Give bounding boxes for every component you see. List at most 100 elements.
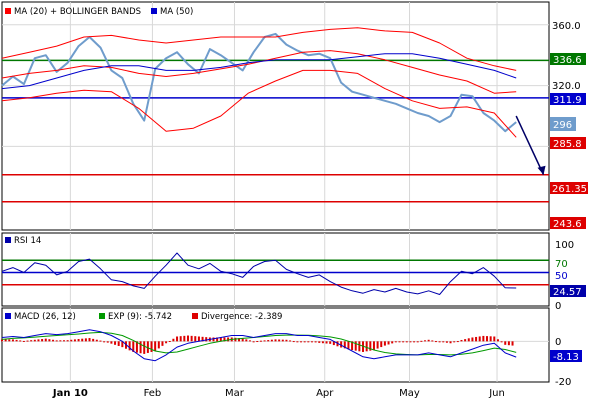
macd-ytick-minus20: -20 xyxy=(555,377,571,388)
divergence-bar xyxy=(376,341,379,349)
x-tick-label: Jun xyxy=(488,388,505,399)
divergence-bar xyxy=(41,339,44,342)
divergence-bar xyxy=(365,341,368,352)
divergence-bar xyxy=(106,341,109,343)
divergence-bar xyxy=(44,338,47,342)
divergence-bar xyxy=(245,339,248,342)
rsi-level-70-label: 70 xyxy=(555,259,568,270)
divergence-bar xyxy=(121,341,124,348)
rsi-ytick-100: 100 xyxy=(555,240,574,251)
divergence-bar xyxy=(351,341,354,351)
divergence-bar xyxy=(190,335,193,342)
divergence-bar xyxy=(77,339,80,342)
divergence-bar xyxy=(8,339,11,342)
divergence-bar xyxy=(95,339,98,342)
divergence-bar xyxy=(402,341,405,343)
divergence-bar xyxy=(263,340,266,342)
rsi-y-axis: 100 70 50 24.57 0 xyxy=(550,240,586,312)
divergence-bar xyxy=(99,340,102,342)
macd-ytick-0: 0 xyxy=(555,337,561,348)
divergence-bar xyxy=(216,337,219,342)
divergence-bar xyxy=(157,341,160,349)
divergence-bar xyxy=(424,340,427,342)
divergence-bar xyxy=(449,341,452,344)
price-level-lines xyxy=(2,59,549,203)
legend-divergence: Divergence: -2.389 xyxy=(201,312,282,322)
series-ma50 xyxy=(1,53,517,90)
divergence-bar xyxy=(380,341,383,348)
divergence-bar xyxy=(212,337,215,342)
divergence-bar xyxy=(11,339,14,342)
divergence-bar xyxy=(197,336,200,342)
divergence-bar xyxy=(135,341,138,353)
divergence-bar xyxy=(325,341,328,344)
x-tick-label: Apr xyxy=(316,388,334,399)
divergence-bar xyxy=(500,341,503,343)
series-macd xyxy=(1,329,517,362)
divergence-bar xyxy=(238,338,241,342)
blue-square-icon xyxy=(151,8,157,14)
divergence-bar xyxy=(33,339,36,342)
divergence-bar xyxy=(504,341,507,345)
divergence-bar xyxy=(307,341,310,343)
divergence-bar xyxy=(219,337,222,342)
target-arrow-line xyxy=(515,115,545,176)
divergence-bar xyxy=(329,341,332,344)
divergence-bar xyxy=(434,341,437,343)
divergence-bar xyxy=(248,340,251,342)
divergence-bar xyxy=(252,341,255,343)
macd-last-label: -8.13 xyxy=(553,352,579,363)
green-square-icon xyxy=(99,313,105,319)
divergence-bar xyxy=(281,339,284,342)
rsi-last-box xyxy=(550,285,586,297)
divergence-bar xyxy=(310,341,313,343)
rsi-ytick-0: 0 xyxy=(555,301,561,312)
divergence-bar xyxy=(81,338,84,342)
divergence-bar xyxy=(84,338,87,342)
rsi-legend: RSI 14 xyxy=(5,236,41,246)
divergence-bar xyxy=(154,341,157,351)
divergence-bar xyxy=(278,339,281,342)
price-y-axis: 360.0 320.0 xyxy=(552,21,581,92)
level-label-243: 243.6 xyxy=(553,219,582,230)
blue-square-icon xyxy=(5,313,11,319)
divergence-bar xyxy=(179,336,182,342)
divergence-bar xyxy=(383,341,386,346)
divergence-bar xyxy=(128,341,131,351)
divergence-bar xyxy=(274,339,277,342)
macd-series-group xyxy=(1,329,517,362)
divergence-bar xyxy=(460,339,463,342)
divergence-bar xyxy=(394,341,397,343)
target-arrow-head xyxy=(537,165,546,175)
macd-last-box xyxy=(550,350,582,362)
divergence-bar xyxy=(398,341,401,343)
divergence-bar xyxy=(369,341,372,351)
divergence-bar xyxy=(332,341,335,346)
divergence-bar xyxy=(456,341,459,343)
divergence-bar xyxy=(413,341,416,343)
divergence-bar xyxy=(256,341,259,343)
legend-ma20-bollinger: MA (20) + BOLLINGER BANDS xyxy=(14,7,141,17)
divergence-bar xyxy=(467,338,470,342)
divergence-bar xyxy=(30,340,33,342)
divergence-bar xyxy=(489,336,492,342)
series-rsi xyxy=(1,252,517,295)
divergence-bar xyxy=(176,336,179,342)
divergence-bar xyxy=(340,341,343,348)
legend-ma50: MA (50) xyxy=(160,7,193,17)
red-square-icon xyxy=(192,313,198,319)
divergence-bar xyxy=(292,341,295,343)
divergence-bar xyxy=(372,341,375,351)
price-ytick-320: 320.0 xyxy=(552,81,581,92)
divergence-bar xyxy=(194,336,197,342)
divergence-bar xyxy=(493,336,496,342)
red-square-icon xyxy=(5,8,11,14)
divergence-bar xyxy=(117,341,120,346)
divergence-bar xyxy=(471,337,474,342)
divergence-bar xyxy=(453,341,456,343)
divergence-bar xyxy=(387,341,390,345)
divergence-bar xyxy=(62,340,65,342)
divergence-bar xyxy=(354,341,357,351)
divergence-bar xyxy=(183,335,186,342)
